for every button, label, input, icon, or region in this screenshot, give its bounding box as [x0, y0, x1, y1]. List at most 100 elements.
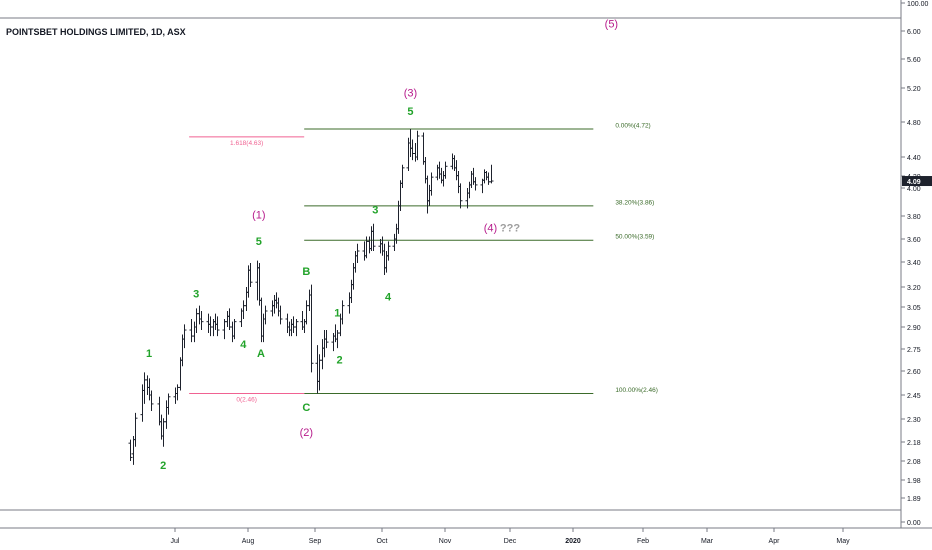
- ohlc-bar: [255, 260, 260, 301]
- ohlc-bar: [294, 319, 299, 337]
- x-tick-label: Sep: [309, 538, 322, 545]
- ohlc-bar: [145, 375, 150, 395]
- ohlc-bar: [473, 177, 478, 191]
- y-tick-label: 6.00: [907, 29, 921, 36]
- ohlc-bar: [429, 172, 434, 196]
- ohlc-bar: [149, 390, 154, 412]
- ohlc-bar: [467, 181, 472, 199]
- y-tick-label: 3.80: [907, 214, 921, 221]
- y-tick-label: 2.45: [907, 393, 921, 400]
- ohlc-bar: [423, 157, 428, 184]
- wave-label: 5: [407, 106, 413, 118]
- x-tick-label: Feb: [637, 538, 649, 545]
- ohlc-bar: [435, 164, 440, 181]
- y-tick-label: 1.89: [907, 496, 921, 503]
- fib-extension-label: 0(2.46): [236, 396, 257, 403]
- ohlc-bar: [259, 297, 264, 343]
- wave-label: 1: [146, 348, 152, 360]
- y-tick-label: 5.60: [907, 57, 921, 64]
- ohlc-bar: [465, 188, 470, 209]
- ohlc-bar: [161, 418, 166, 447]
- ohlc-bar: [384, 251, 389, 273]
- ohlc-bar: [410, 139, 415, 161]
- ohlc-bar: [287, 321, 292, 337]
- ohlc-bar: [131, 436, 136, 465]
- y-tick-label: 100.00: [907, 1, 929, 8]
- fib-level-label: 100.00%(2.46): [615, 387, 658, 394]
- y-tick-label: 4.40: [907, 155, 921, 162]
- fib-extension-label: 1.618(4.63): [230, 140, 263, 147]
- ohlc-bar: [452, 155, 457, 171]
- ohlc-bar: [192, 321, 197, 343]
- ohlc-bar: [274, 292, 279, 309]
- ohlc-bar: [486, 172, 491, 185]
- ohlc-bar: [276, 297, 281, 317]
- wave-label: B: [302, 266, 310, 278]
- axes: 0.00 1.89 1.98 2.08 2.18 2.30 2.45 2.60 2.75 2.90…: [171, 1, 932, 545]
- fibonacci-layer: 0.00%(4.72) 38.20%(3.86) 50.00%(3.59) 100.0…: [189, 123, 658, 403]
- y-tick-label: 2.75: [907, 347, 921, 354]
- ohlc-bar: [304, 300, 309, 325]
- ohlc-bar: [225, 311, 230, 327]
- ohlc-bar: [257, 263, 262, 306]
- y-tick-label: 2.18: [907, 440, 921, 447]
- wave-label: (1): [252, 210, 265, 222]
- x-tick-label: Aug: [242, 538, 255, 545]
- ohlc-bar: [173, 387, 178, 404]
- ohlc-bar: [182, 324, 187, 349]
- ohlc-bar: [450, 153, 455, 170]
- ohlc-bar: [175, 384, 180, 401]
- ohlc-bar: [441, 170, 446, 187]
- ohlc-bar: [230, 321, 235, 343]
- ohlc-bar: [371, 223, 376, 251]
- ohlc-bar: [386, 241, 391, 261]
- ohlc-bar: [340, 300, 345, 325]
- ohlc-bar: [322, 330, 327, 358]
- y-tick-label: 4.80: [907, 120, 921, 127]
- ohlc-bar: [157, 396, 162, 426]
- ohlc-bar: [272, 295, 277, 314]
- wave-label: (3): [404, 88, 417, 100]
- ohlc-bar: [194, 308, 199, 334]
- ohlc-bar: [454, 160, 459, 181]
- ohlc-bar: [289, 319, 294, 337]
- wave-label: 4: [385, 291, 392, 303]
- ohlc-bar: [270, 300, 275, 317]
- ohlc-bar: [164, 400, 169, 429]
- ohlc-bar: [189, 319, 194, 343]
- wave-label: 1: [334, 307, 340, 319]
- x-tick-label: Mar: [701, 538, 714, 545]
- chart-title: POINTSBET HOLDINGS LIMITED, 1D, ASX: [6, 27, 186, 37]
- ohlc-bar: [128, 439, 133, 461]
- ohlc-bar: [133, 412, 138, 447]
- ohlc-bar: [142, 372, 147, 404]
- x-tick-label: Apr: [769, 538, 781, 545]
- wave-label: (2): [300, 427, 313, 439]
- ohlc-bar: [261, 313, 266, 343]
- ohlc-bar: [489, 164, 494, 184]
- ohlc-bar: [285, 313, 290, 334]
- y-tick-label: 2.30: [907, 417, 921, 424]
- ohlc-bar: [484, 170, 489, 181]
- x-tick-label: 2020: [565, 538, 581, 545]
- ohlc-bar: [317, 354, 322, 391]
- ohlc-bar: [437, 161, 442, 179]
- wave-label: (5): [605, 19, 618, 31]
- ohlc-bar: [394, 223, 399, 244]
- ohlc-bar: [443, 161, 448, 179]
- ohlc-bars: [128, 129, 494, 465]
- fib-level-label: 0.00%(4.72): [615, 123, 650, 130]
- y-tick-label: 4.00: [907, 186, 921, 193]
- ohlc-bar: [215, 316, 220, 337]
- ohlc-bar: [244, 287, 249, 311]
- ohlc-bar: [199, 311, 204, 331]
- ohlc-bar: [307, 289, 312, 311]
- ohlc-bar: [315, 345, 320, 394]
- ohlc-bar: [351, 263, 356, 290]
- ohlc-bar: [263, 305, 268, 325]
- ohlc-bar: [378, 239, 383, 254]
- ohlc-bar: [291, 316, 296, 334]
- y-tick-label: 3.20: [907, 285, 921, 292]
